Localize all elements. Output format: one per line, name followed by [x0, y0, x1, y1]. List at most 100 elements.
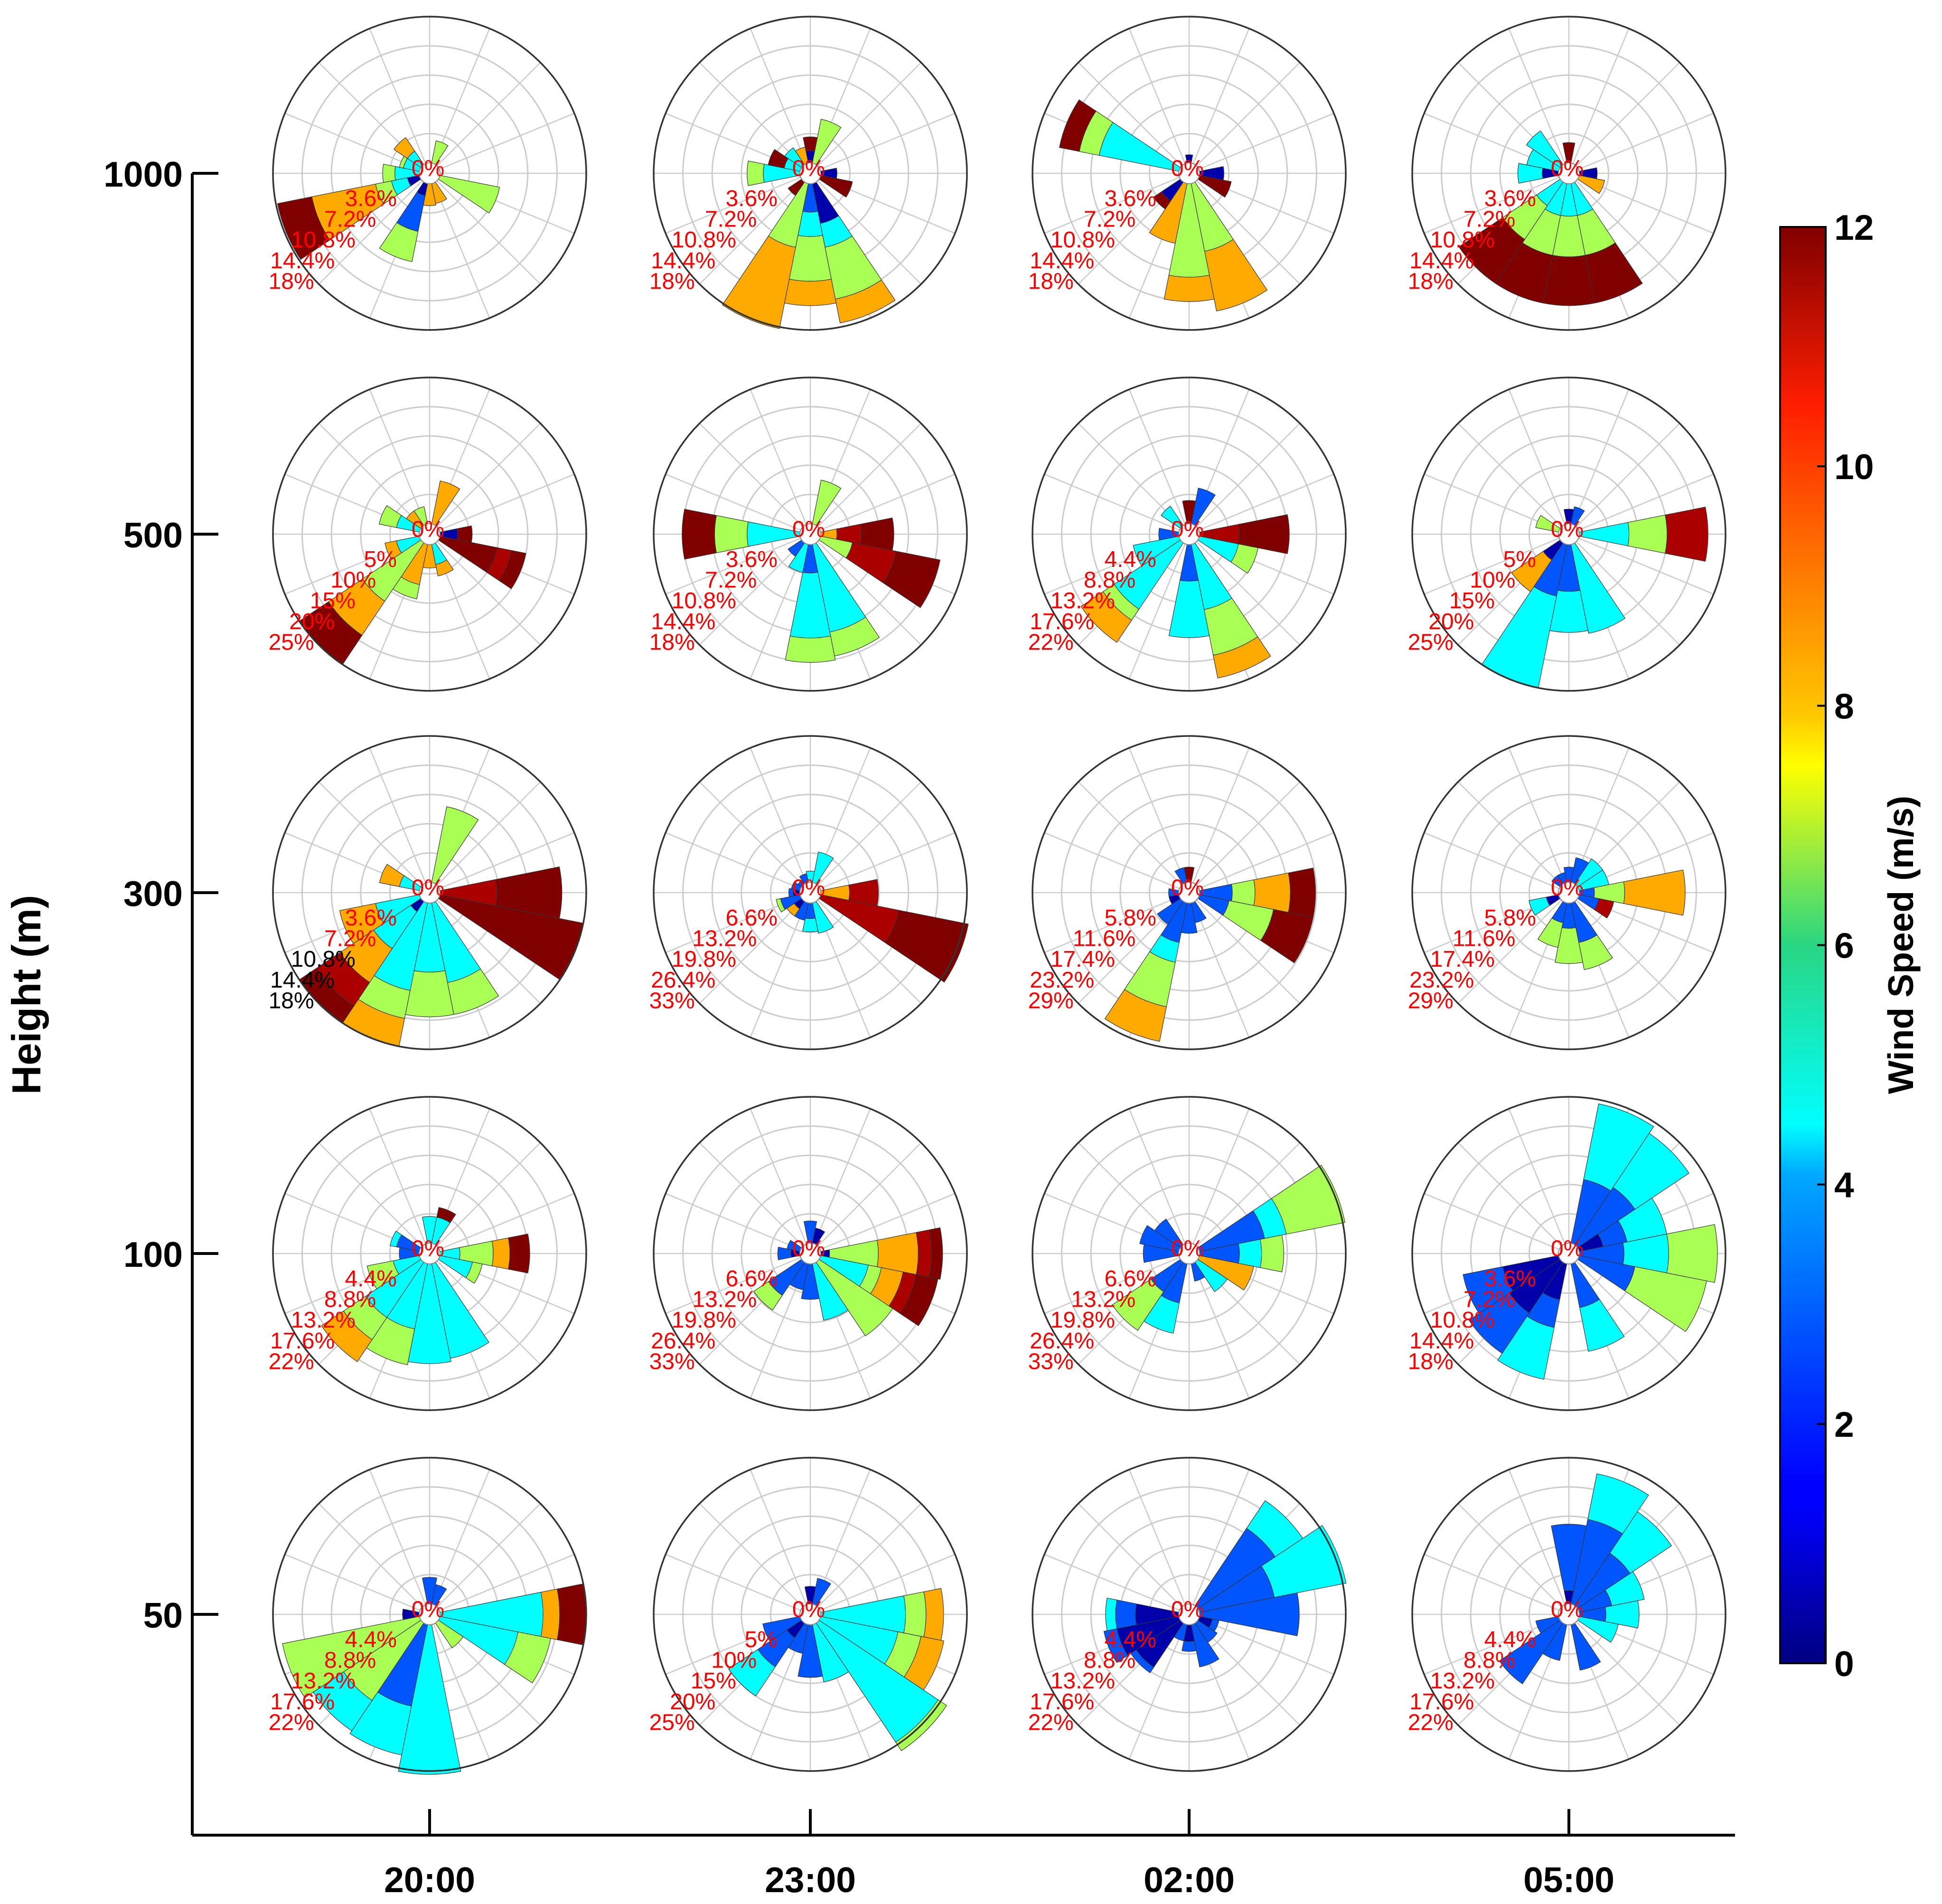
- rose-petal-segment: [277, 196, 330, 260]
- ring-label: 18%: [1408, 1349, 1454, 1374]
- wind-rose-2000-500m: 0% 5%10%15%20%25%: [269, 377, 587, 692]
- rose-grid-spoke: [1198, 832, 1334, 889]
- rose-grid-spoke: [817, 62, 922, 167]
- ring-label: 23.2%: [1409, 968, 1474, 993]
- ring-label: 18%: [649, 630, 695, 655]
- ring-label: 8.8%: [1084, 568, 1135, 593]
- ring-label: 18%: [1028, 269, 1074, 294]
- rose-grid-spoke: [1508, 389, 1566, 525]
- rose-petal-segment: [1594, 898, 1614, 919]
- rose-hub: [799, 882, 821, 904]
- ring-label: 17.4%: [1051, 947, 1115, 972]
- rose-petal-segment: [1468, 1292, 1530, 1354]
- ring-label: 20%: [289, 609, 335, 634]
- rose-grid-spoke: [318, 1503, 423, 1608]
- rose-hub: [1558, 523, 1580, 545]
- rose-hub: [799, 523, 821, 545]
- rose-petal-segment: [1230, 543, 1258, 574]
- rose-hub: [419, 1603, 441, 1625]
- colorbar-title: Wind Speed (m/s): [1881, 796, 1921, 1094]
- ring-label: 7.2%: [324, 207, 376, 232]
- rose-petal-segment: [903, 1591, 927, 1638]
- ring-label: 7.2%: [1464, 207, 1515, 232]
- rose-petal-segment: [1463, 1266, 1513, 1314]
- ring-label: 17.4%: [1430, 947, 1495, 972]
- ring-label: 18%: [269, 988, 314, 1013]
- rose-grid-spoke: [369, 1108, 426, 1244]
- y-tick-label: 100: [123, 1235, 183, 1274]
- rose-petal-segment: [540, 1588, 560, 1640]
- ring-label: 3.6%: [1104, 186, 1156, 211]
- ring-label: 10.8%: [1051, 227, 1115, 253]
- ring-label: 13.2%: [692, 1287, 757, 1312]
- rose-hub: [799, 1243, 821, 1264]
- rose-grid-spoke: [1572, 28, 1630, 164]
- rose-outer-circle: [1032, 1096, 1347, 1411]
- wind-rose-0500-500m: 0% 5%10%15%20%25%: [1408, 377, 1726, 692]
- rose-grid-spoke: [1192, 747, 1250, 884]
- ring-label: 23.2%: [1030, 968, 1094, 993]
- ring-label: 29%: [1028, 988, 1074, 1013]
- rose-grid-spoke: [1196, 62, 1301, 167]
- rose-grid-spoke: [1457, 1503, 1562, 1608]
- wind-rose-2300-500m: 0% 3.6%7.2%10.8%14.4%18%: [649, 377, 968, 692]
- rose-outer-circle: [1411, 735, 1726, 1050]
- rose-petal-segment: [835, 279, 896, 323]
- ring-label: 18%: [649, 269, 695, 294]
- rose-grid-spoke: [1198, 113, 1334, 170]
- ring-label: 0%: [1171, 517, 1204, 542]
- colorbar-tick-label: 12: [1834, 207, 1874, 247]
- ring-label: 13.2%: [1051, 588, 1115, 613]
- rose-petal-segment: [1623, 869, 1686, 916]
- y-tick-label: 50: [143, 1595, 183, 1635]
- ring-label: 25%: [649, 1710, 695, 1735]
- rose-grid-spoke: [817, 423, 922, 528]
- rose-grid-spoke: [699, 180, 804, 285]
- colorbar-tick-label: 10: [1834, 447, 1874, 487]
- rose-hub: [419, 162, 441, 184]
- rose-petal-segment: [1104, 989, 1167, 1042]
- ring-label: 11.6%: [1453, 926, 1516, 952]
- rose-grid-spoke: [436, 180, 541, 285]
- x-ticks: 20:00 23:00 02:00 05:00: [384, 1809, 1614, 1900]
- ring-label: 10%: [711, 1648, 757, 1673]
- ring-label: 13.2%: [692, 926, 757, 952]
- rose-petal-segment: [1238, 514, 1290, 554]
- rose-grid-spoke: [665, 832, 801, 889]
- rose-grid-spoke: [433, 28, 490, 164]
- ring-label: 10.8%: [1430, 1308, 1495, 1333]
- rose-grid-spoke: [750, 389, 807, 525]
- rose-petal-segment: [784, 279, 837, 306]
- rose-grid-spoke: [1078, 1503, 1182, 1608]
- rose-grid-spoke: [1576, 1621, 1680, 1726]
- rose-grid-spoke: [750, 747, 807, 884]
- rose-grid-spoke: [318, 423, 423, 528]
- wind-rose-2300-300m: 0% 6.6%13.2%19.8%26.4%33%: [649, 735, 969, 1050]
- rose-grid-spoke: [1576, 541, 1680, 646]
- ring-label: 14.4%: [1409, 248, 1474, 273]
- rose-hub: [799, 162, 821, 184]
- rose-grid-spoke: [439, 473, 575, 531]
- rose-grid-spoke: [369, 28, 426, 164]
- ring-label: 22%: [269, 1710, 314, 1735]
- rose-outer-circle: [1032, 1457, 1347, 1772]
- rose-petal-segment: [1587, 1473, 1649, 1535]
- wind-rose-0200-300m: 0% 5.8%11.6%17.4%23.2%29%: [1028, 735, 1347, 1050]
- rose-grid-spoke: [1457, 781, 1562, 886]
- rose-hub: [1558, 162, 1580, 184]
- ring-label: 15%: [1449, 588, 1495, 613]
- rose-grid-spoke: [1044, 473, 1180, 531]
- ring-label: 7.2%: [705, 207, 757, 232]
- ring-label: 20%: [1428, 609, 1474, 634]
- rose-grid-spoke: [819, 473, 956, 531]
- rose-hub: [1178, 523, 1200, 545]
- rose-outer-circle: [1032, 735, 1347, 1050]
- rose-petal-segment: [379, 505, 402, 528]
- rose-petal-segment: [389, 1230, 402, 1247]
- rose-petal-segment: [557, 1583, 587, 1646]
- rose-petal-segment: [498, 550, 526, 589]
- ring-label: 7.2%: [705, 568, 757, 593]
- wind-rose-0200-100m: 0% 6.6%13.2%19.8%26.4%33%: [1028, 1096, 1347, 1411]
- rose-petal-segment: [393, 137, 415, 159]
- colorbar-tick-label: 6: [1834, 926, 1854, 966]
